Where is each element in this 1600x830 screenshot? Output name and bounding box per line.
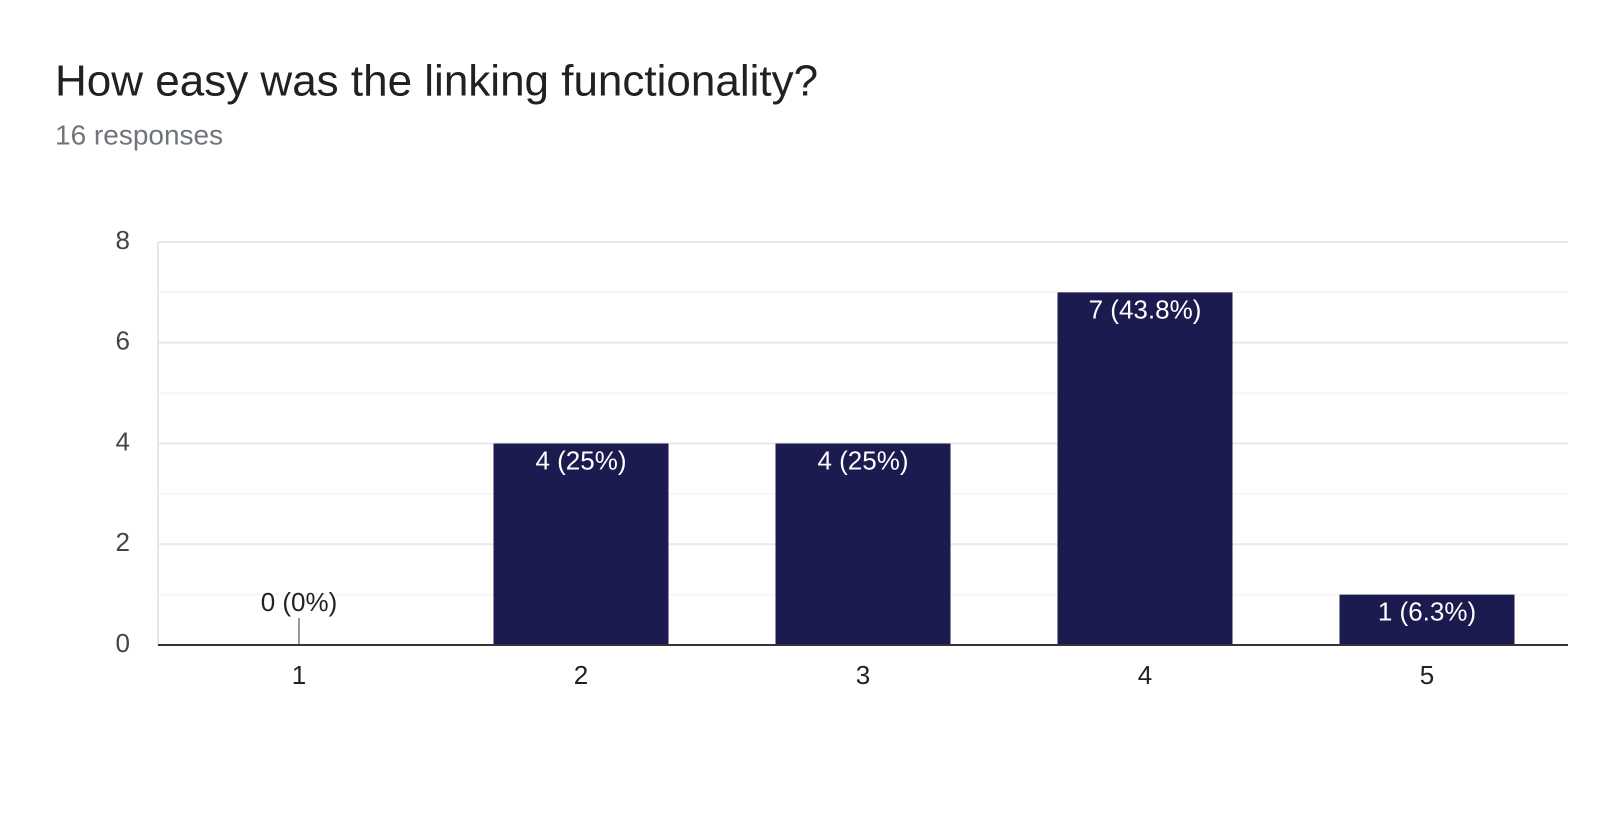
data-label: 0 (0%) [261,587,338,617]
x-tick-label: 2 [574,660,588,690]
y-tick-label: 4 [116,426,130,456]
chart-title: How easy was the linking functionality? [55,57,818,106]
y-tick-label: 0 [116,628,130,658]
y-tick-label: 8 [116,225,130,255]
data-label: 7 (43.8%) [1089,294,1202,324]
data-label: 4 (25%) [535,445,626,475]
bar [775,443,951,645]
data-label: 1 (6.3%) [1378,597,1476,627]
x-tick-label: 3 [856,660,870,690]
data-label: 4 (25%) [817,445,908,475]
y-tick-label: 2 [116,527,130,557]
x-tick-label: 5 [1420,660,1434,690]
bar [1057,292,1233,645]
y-tick-label: 6 [116,326,130,356]
x-tick-label: 1 [292,660,306,690]
x-tick-label: 4 [1138,660,1152,690]
bar [493,443,669,645]
bar [1339,594,1515,645]
chart-subtitle: 16 responses [55,119,223,150]
